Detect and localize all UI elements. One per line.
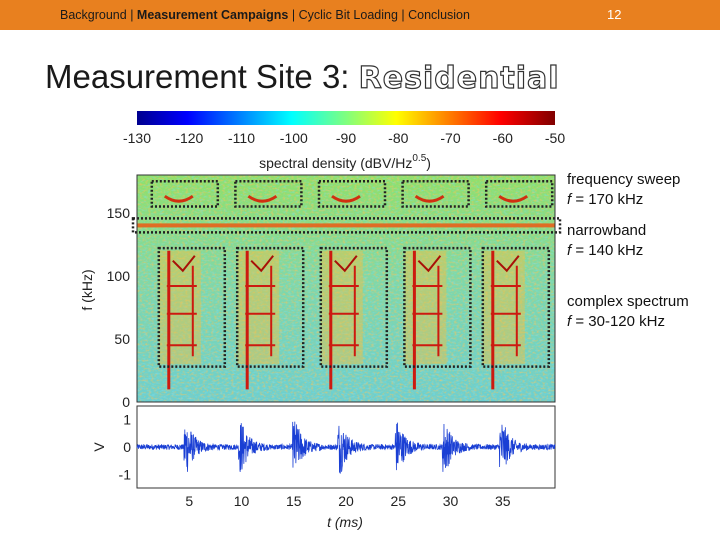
nav-separator: | [397,8,409,22]
time-ticks: 5 10 15 20 25 30 35 [185,493,510,509]
colorbar [137,111,555,125]
title-highlight: Residential [358,60,560,96]
colorbar-label: spectral density (dBV/Hz0.5) [259,153,431,171]
colorbar-label-end: ) [426,155,431,171]
complex-spectrum-box [235,246,305,368]
frequency-sweep-box [317,180,387,208]
voltage-tick-label: 1 [123,412,131,428]
complex-spectrum-chirp [250,255,274,273]
colorbar-ticks: -130 -120 -110 -100 -90 -80 -70 -60 -50 [123,130,565,146]
annotation-variable: f [567,242,572,259]
breadcrumb-nav: Background | Measurement Campaigns | Cyc… [60,8,470,22]
colorbar-tick-label: -120 [175,130,203,146]
frequency-sweep-box [401,180,470,208]
complex-spectrum-chirp [172,255,196,273]
colorbar-tick-label: -90 [336,130,356,146]
complex-spectrum-chirp [496,255,520,273]
voltage-axis-label: V [91,442,107,452]
time-tick-label: 5 [185,493,193,509]
annotation-complex-spectrum: complex spectrum f = 30-120 kHz [567,292,689,332]
spectrogram-frame [136,174,556,403]
nav-item-background[interactable]: Background [60,8,127,22]
time-tick-label: 30 [443,493,459,509]
annotation-label: narrowband [567,222,647,239]
annotation-variable: f [567,313,572,330]
time-axis-label: t (ms) [327,514,363,530]
annotation-frequency-sweep: frequency sweep f = 170 kHz [567,170,680,210]
frequency-sweep-mark [498,194,529,203]
complex-spectrum-chirp [417,255,442,273]
frequency-axis-label: f (kHz) [79,269,95,310]
frequency-sweep-mark [247,194,278,203]
voltage-tick-label: 0 [123,439,131,455]
colorbar-tick-label: -50 [545,130,565,146]
time-tick-label: 25 [391,493,407,509]
frequency-tick-label: 100 [107,268,131,284]
annotation-narrowband: narrowband f = 140 kHz [567,221,646,261]
annotation-value: = 30-120 kHz [571,313,665,330]
frequency-sweep-mark [414,194,445,203]
frequency-tick-label: 50 [114,331,130,347]
frequency-sweep-box [234,180,303,208]
annotation-label: complex spectrum [567,293,689,310]
waveform-line [136,421,556,474]
annotation-value: = 170 kHz [571,191,644,208]
nav-item-measurement-campaigns[interactable]: Measurement Campaigns [136,8,289,22]
time-tick-label: 35 [495,493,511,509]
slide-title: Measurement Site 3: Residential [45,58,560,97]
colorbar-tick-label: -110 [228,130,255,146]
colorbar-tick-label: -80 [388,130,408,146]
nav-separator: | [126,8,137,22]
narrowband-box [131,217,562,234]
time-tick-label: 15 [286,493,302,509]
nav-separator: | [288,8,299,22]
complex-spectrum-box [319,246,389,368]
nav-item-cyclic-bit-loading[interactable]: Cyclic Bit Loading [298,8,398,22]
complex-spectrum-box [403,246,472,368]
waveform-plot [136,405,556,489]
complex-spectrum-box [481,246,551,368]
colorbar-tick-label: -100 [280,130,308,146]
time-tick-label: 20 [338,493,354,509]
colorbar-tick-label: -60 [493,130,513,146]
nav-item-conclusion[interactable]: Conclusion [408,8,470,22]
annotation-value: = 140 kHz [571,242,644,259]
complex-spectrum-chirp [334,255,358,273]
voltage-ticks: 1 0 -1 [119,412,132,483]
voltage-tick-label: -1 [119,466,132,482]
annotation-boxes [131,180,562,368]
time-tick-label: 10 [234,493,250,509]
frequency-sweep-mark [331,194,361,203]
annotation-label: frequency sweep [567,171,681,188]
frequency-tick-label: 150 [107,205,131,221]
frequency-sweep-box [150,180,220,208]
frequency-tick-label: 0 [122,394,130,410]
narrowband-line [137,223,555,228]
spectrogram-noise-warm [137,175,555,402]
complex-spectrum-box [157,246,227,368]
colorbar-tick-label: -130 [123,130,151,146]
frequency-sweep-box [484,180,554,208]
title-prefix: Measurement Site 3: [45,58,359,95]
spectrogram-features [137,194,555,390]
page-number: 12 [607,7,622,22]
colorbar-label-sup: 0.5 [412,153,426,164]
colorbar-label-text: spectral density (dBV/Hz [259,155,412,171]
header-bar [0,0,720,30]
frequency-sweep-mark [163,194,194,203]
colorbar-tick-label: -70 [440,130,460,146]
frequency-ticks: 0 50 100 150 [107,205,131,410]
annotation-variable: f [567,191,572,208]
spectrogram-plot [131,174,562,403]
